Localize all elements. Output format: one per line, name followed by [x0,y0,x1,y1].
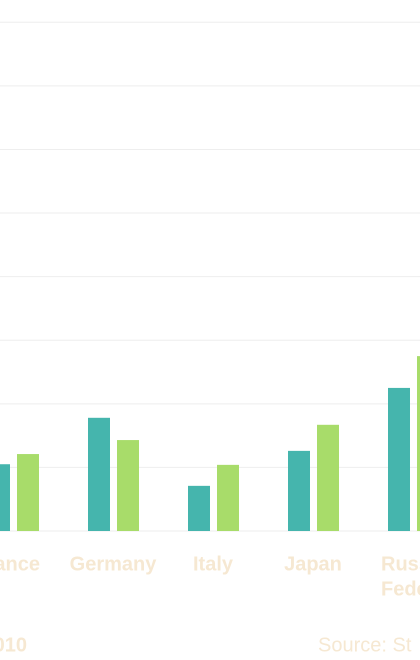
bar [217,464,239,531]
bar [0,464,10,531]
bar [88,417,110,531]
x-tick-label: Russ [381,553,420,575]
bar [417,356,420,531]
x-tick-label: Germany [70,553,158,575]
bar [17,454,39,531]
bar [388,387,410,531]
bar [188,485,210,531]
x-tick-label: Japan [284,553,342,575]
bar [288,450,310,531]
bar [317,424,339,531]
source: Source: St [318,634,412,656]
x-tick-label: Federa [381,578,420,600]
x-tick-label: Italy [193,553,234,575]
legend-label: 2010 [0,634,27,656]
bar [117,440,139,531]
x-tick-label: ance [0,553,40,575]
